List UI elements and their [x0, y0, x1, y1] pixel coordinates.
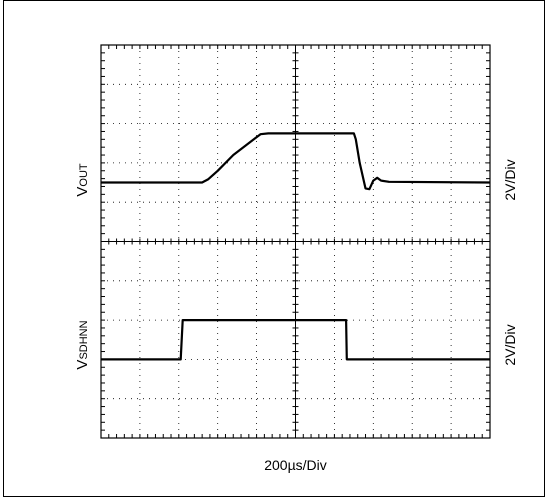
figure-frame	[3, 0, 545, 497]
channel-label-subscript: SDHNN	[78, 320, 90, 359]
trace-out	[101, 132, 491, 191]
channel-label-main: V	[74, 187, 91, 197]
channel-label-sdhnn: VSDHNN	[74, 320, 91, 369]
channel-label-subscript: OUT	[78, 163, 90, 187]
traces	[101, 132, 491, 361]
x-scale-label: 200µs/Div	[264, 457, 327, 473]
channel-label-out: VOUT	[74, 163, 91, 197]
trace-sdhnn	[101, 319, 490, 361]
channel-scale-label: 2V/Div	[502, 324, 518, 365]
channel-label-main: V	[74, 360, 91, 370]
grid-lines	[100, 44, 491, 439]
channel-scale-label: 2V/Div	[502, 159, 518, 200]
